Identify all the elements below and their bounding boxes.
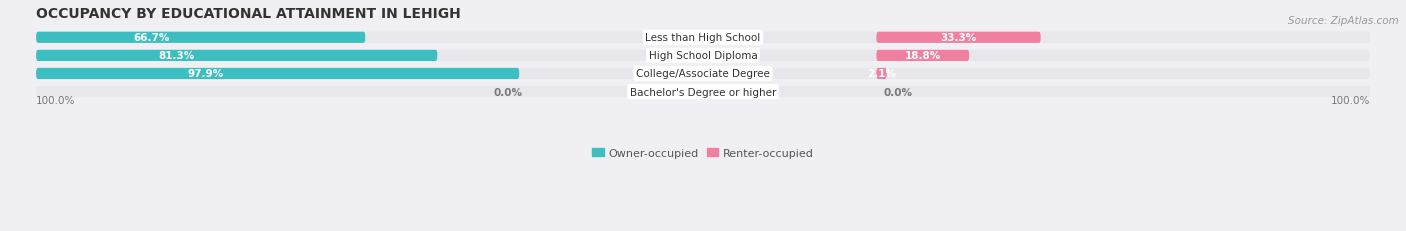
Text: 33.3%: 33.3%: [941, 33, 977, 43]
FancyBboxPatch shape: [37, 33, 1369, 44]
FancyBboxPatch shape: [37, 69, 519, 80]
Text: High School Diploma: High School Diploma: [648, 51, 758, 61]
FancyBboxPatch shape: [37, 51, 1369, 62]
Text: Source: ZipAtlas.com: Source: ZipAtlas.com: [1288, 16, 1399, 26]
Text: 100.0%: 100.0%: [37, 95, 76, 105]
Text: 18.8%: 18.8%: [904, 51, 941, 61]
Text: 2.1%: 2.1%: [868, 69, 896, 79]
Text: Bachelor's Degree or higher: Bachelor's Degree or higher: [630, 87, 776, 97]
Text: OCCUPANCY BY EDUCATIONAL ATTAINMENT IN LEHIGH: OCCUPANCY BY EDUCATIONAL ATTAINMENT IN L…: [37, 7, 461, 21]
Text: 0.0%: 0.0%: [494, 87, 523, 97]
Text: 66.7%: 66.7%: [134, 33, 170, 43]
FancyBboxPatch shape: [37, 87, 1369, 98]
FancyBboxPatch shape: [876, 51, 969, 62]
Text: Less than High School: Less than High School: [645, 33, 761, 43]
FancyBboxPatch shape: [37, 69, 1369, 80]
Text: 81.3%: 81.3%: [159, 51, 194, 61]
Legend: Owner-occupied, Renter-occupied: Owner-occupied, Renter-occupied: [592, 149, 814, 158]
FancyBboxPatch shape: [37, 33, 366, 44]
FancyBboxPatch shape: [876, 33, 1040, 44]
FancyBboxPatch shape: [37, 51, 437, 62]
Text: College/Associate Degree: College/Associate Degree: [636, 69, 770, 79]
Text: 0.0%: 0.0%: [883, 87, 912, 97]
FancyBboxPatch shape: [876, 69, 887, 80]
Text: 97.9%: 97.9%: [187, 69, 224, 79]
Text: 100.0%: 100.0%: [1330, 95, 1369, 105]
